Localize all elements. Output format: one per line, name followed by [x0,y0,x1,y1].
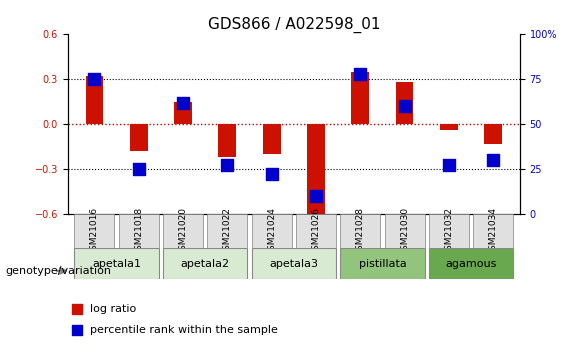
Text: GSM21030: GSM21030 [400,207,409,256]
Bar [219,124,236,157]
FancyBboxPatch shape [207,214,247,248]
Bar [484,124,502,144]
FancyBboxPatch shape [163,248,247,279]
Point [371,239,380,245]
Bar [351,72,369,124]
Point [371,51,380,57]
FancyBboxPatch shape [251,248,336,279]
Point [134,166,143,172]
Text: GSM21022: GSM21022 [223,207,232,256]
Point [179,100,188,106]
Bar [263,124,280,154]
Point [223,163,232,168]
FancyBboxPatch shape [251,214,292,248]
Text: GSM21024: GSM21024 [267,207,276,256]
Text: apetala1: apetala1 [92,259,141,269]
FancyBboxPatch shape [163,214,203,248]
Bar [85,76,103,124]
Text: GSM21034: GSM21034 [489,207,498,256]
FancyBboxPatch shape [429,214,469,248]
Bar [307,124,325,217]
Text: apetala3: apetala3 [270,259,318,269]
FancyBboxPatch shape [119,214,159,248]
FancyBboxPatch shape [385,214,424,248]
Text: genotype/variation: genotype/variation [6,266,112,276]
Text: GSM21026: GSM21026 [311,207,320,256]
Text: GSM21028: GSM21028 [356,207,365,256]
Point [445,163,454,168]
FancyBboxPatch shape [296,214,336,248]
FancyBboxPatch shape [75,248,159,279]
Text: GSM21018: GSM21018 [134,207,143,256]
Title: GDS866 / A022598_01: GDS866 / A022598_01 [207,17,380,33]
Bar [396,82,414,124]
Point [90,77,99,82]
Point [400,104,409,109]
Point [311,193,320,199]
Text: GSM21032: GSM21032 [445,207,453,256]
Point [356,71,365,77]
Text: GSM21016: GSM21016 [90,207,99,256]
Text: pistillata: pistillata [359,259,406,269]
FancyBboxPatch shape [429,248,513,279]
FancyBboxPatch shape [473,214,513,248]
Point [489,157,498,163]
Text: agamous: agamous [445,259,497,269]
Point [267,172,276,177]
Text: log ratio: log ratio [90,304,137,314]
FancyBboxPatch shape [340,214,380,248]
Text: percentile rank within the sample: percentile rank within the sample [90,325,279,335]
Bar [130,124,147,151]
FancyBboxPatch shape [340,248,424,279]
Bar [174,102,192,124]
Text: GSM21020: GSM21020 [179,207,188,256]
FancyBboxPatch shape [75,214,114,248]
Text: apetala2: apetala2 [181,259,230,269]
Bar [440,124,458,130]
